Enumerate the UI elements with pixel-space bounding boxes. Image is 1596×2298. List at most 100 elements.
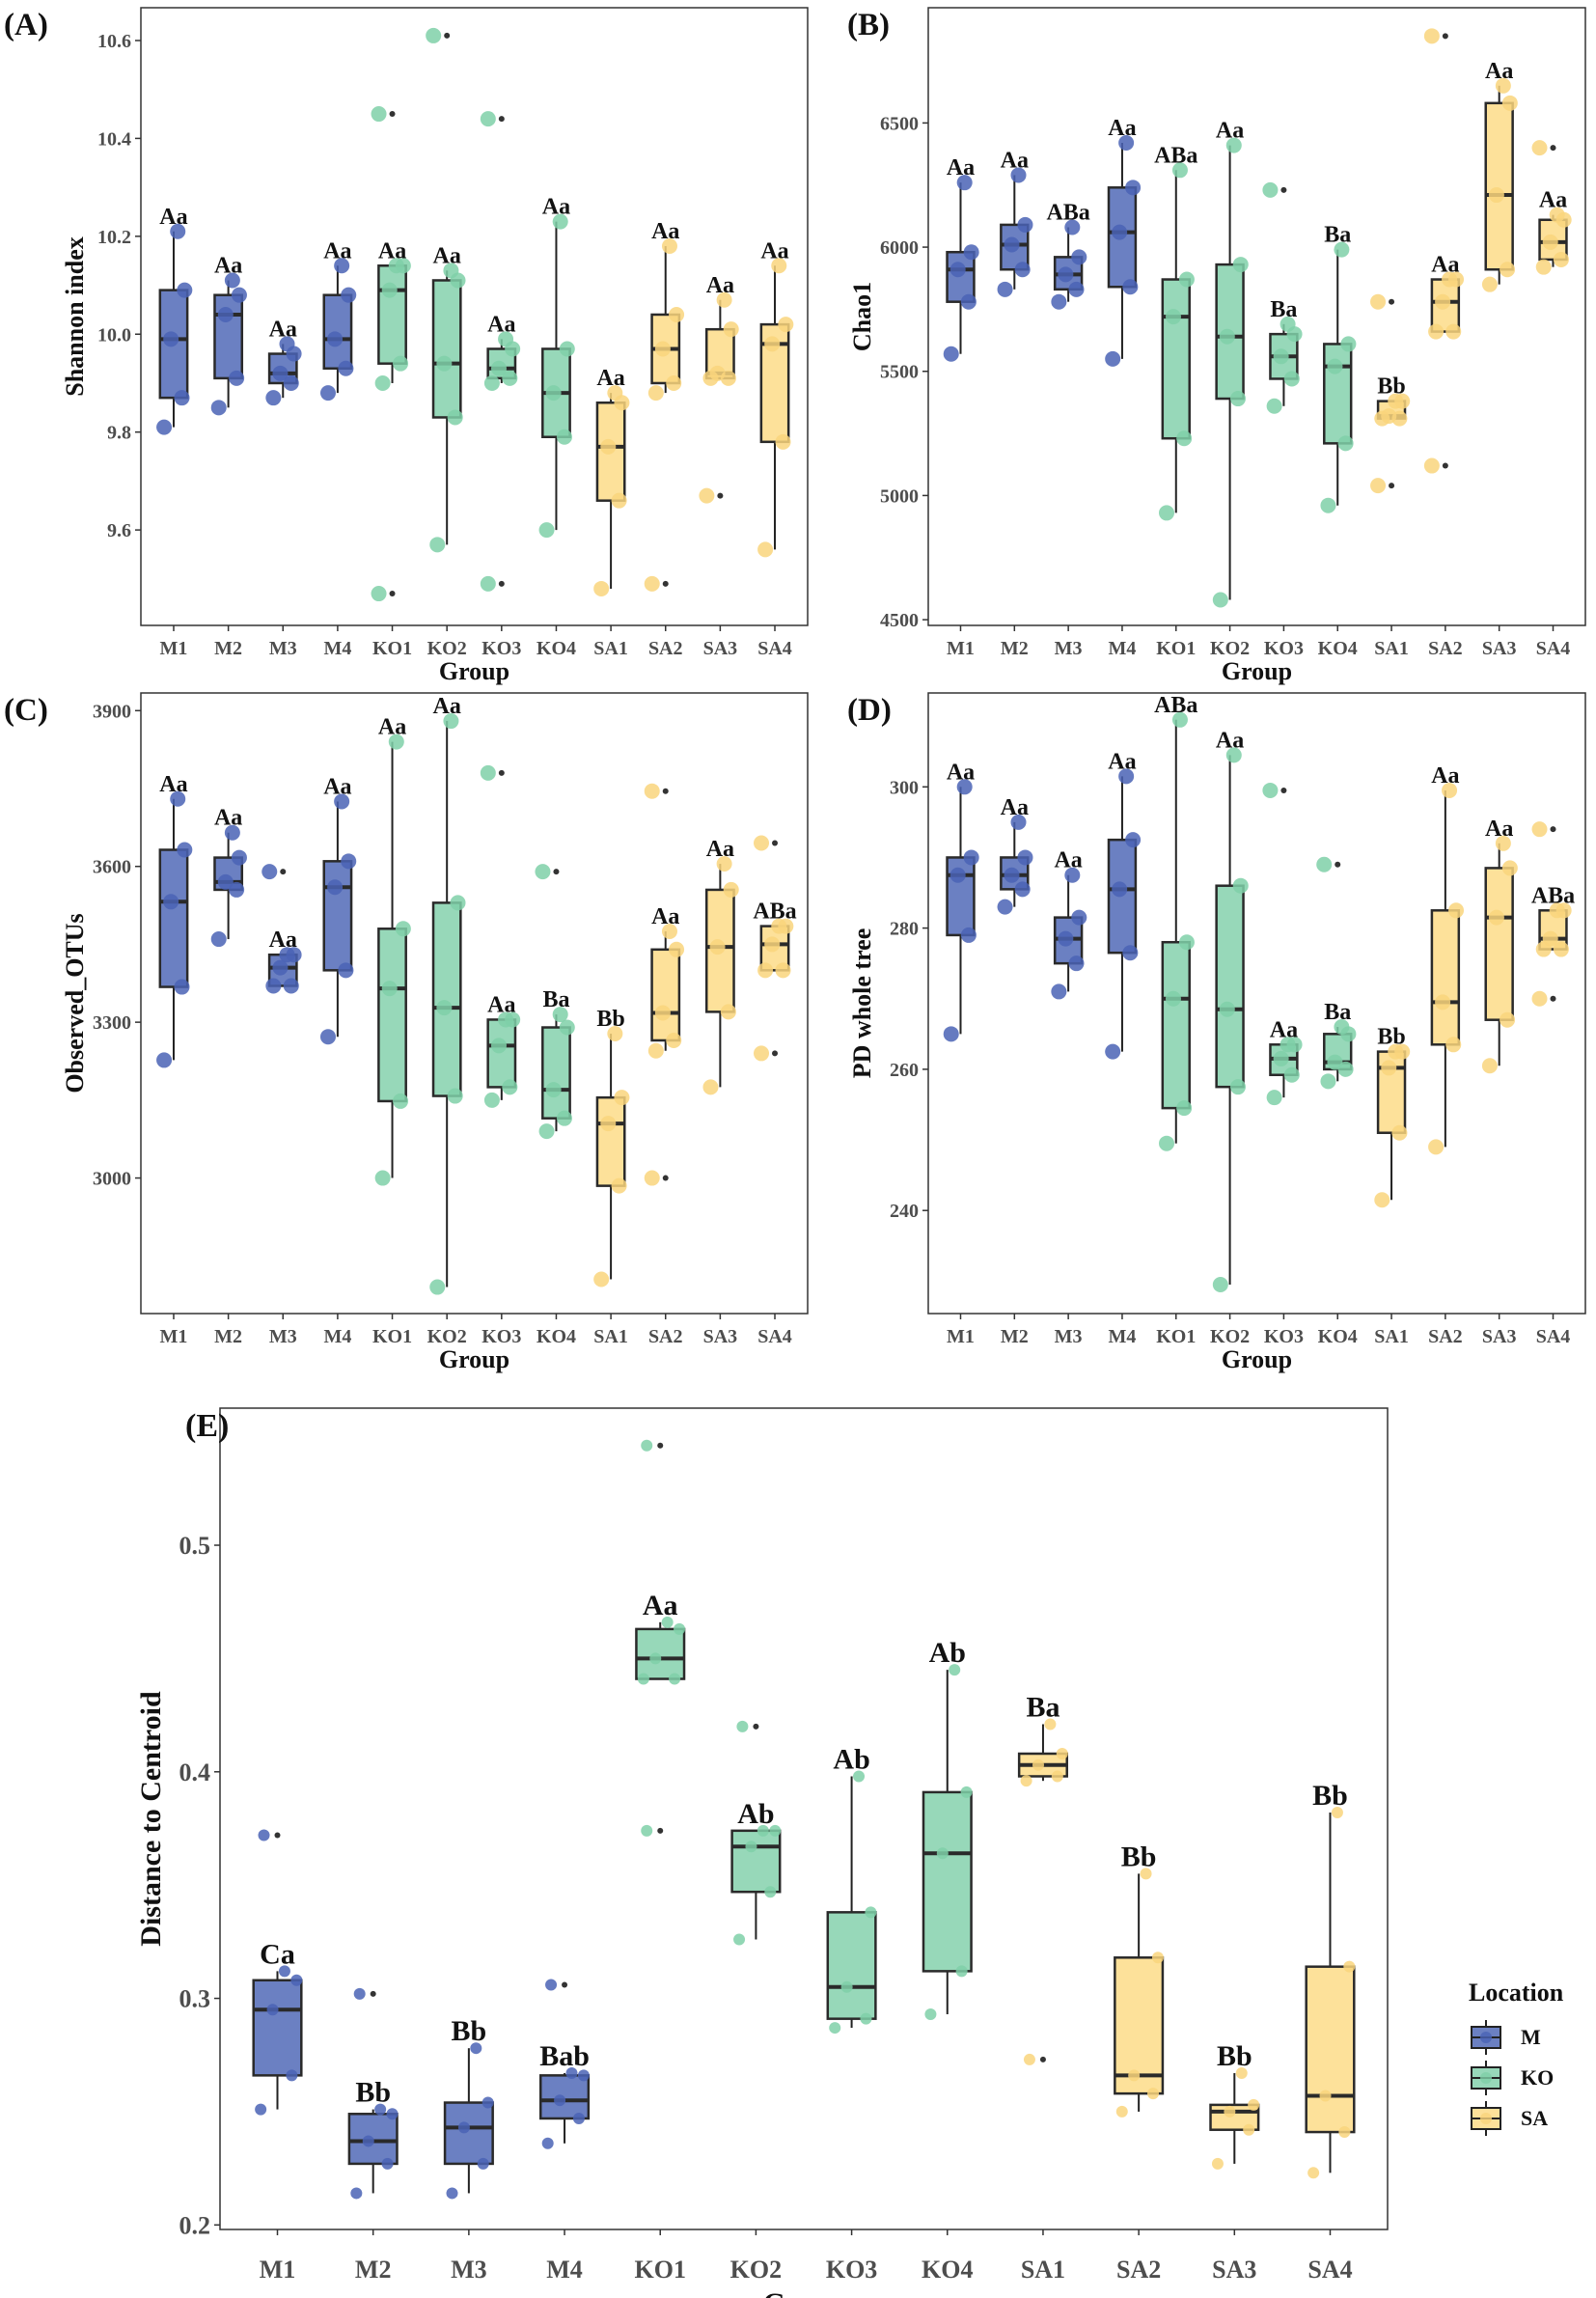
box-iqr <box>1161 278 1191 440</box>
data-point <box>666 1032 682 1048</box>
significance-label: Ba <box>1270 297 1297 322</box>
data-point <box>1165 990 1181 1007</box>
data-point <box>1056 1748 1068 1760</box>
box-sa3: SA3 Aa <box>702 273 739 659</box>
data-point <box>538 1123 555 1140</box>
data-point <box>1140 1868 1152 1880</box>
data-point <box>963 244 979 261</box>
data-point <box>374 1170 391 1186</box>
y-tick-label: 6000 <box>880 237 919 259</box>
data-point <box>572 2112 585 2124</box>
y-tick-label: 10.6 <box>97 31 131 52</box>
data-point <box>552 1007 568 1023</box>
outlier-marker <box>657 1827 664 1834</box>
data-point <box>174 390 190 406</box>
x-tick-label: SA4 <box>1307 2256 1352 2284</box>
box-m2: M2 Bb <box>347 2077 399 2284</box>
y-tick-label: 0.2 <box>179 2211 211 2239</box>
outlier-point <box>371 106 387 123</box>
data-point <box>1068 955 1085 972</box>
y-axis-title: Chao1 <box>848 282 876 351</box>
data-point <box>210 400 227 416</box>
data-point <box>1219 1001 1235 1017</box>
x-axis-title: Group <box>1222 657 1292 685</box>
box-sa4: SA4 Aa <box>1536 188 1572 659</box>
x-tick-label: M3 <box>1055 638 1083 659</box>
y-tick-label: 240 <box>890 1201 919 1222</box>
data-point <box>669 1673 681 1685</box>
box-sa1: SA1 Aa <box>593 366 630 659</box>
data-point <box>1159 1135 1175 1151</box>
x-tick-label: SA4 <box>1536 1326 1571 1347</box>
x-tick-label: SA4 <box>1536 638 1571 659</box>
data-point <box>1428 1139 1445 1155</box>
significance-label: Ca <box>260 1938 295 1970</box>
data-point <box>1320 497 1336 513</box>
y-tick-label: 10.0 <box>97 324 131 346</box>
plot-frame <box>219 1407 1389 2230</box>
outlier-marker <box>772 1050 779 1057</box>
box-sa1: SA1 Ba <box>1017 1691 1068 2284</box>
data-point <box>702 1079 719 1095</box>
significance-label: ABa <box>1531 883 1575 908</box>
data-point <box>775 962 791 979</box>
box-sa2: SA2 Aa <box>647 904 685 1347</box>
x-tick-label: KO4 <box>1318 638 1358 659</box>
significance-label: Bb <box>452 2015 487 2047</box>
significance-label: ABa <box>1046 200 1089 225</box>
significance-label: Aa <box>1485 817 1513 842</box>
x-axis-title: Group <box>439 1345 509 1373</box>
x-tick-label: M1 <box>160 638 188 659</box>
box-ko2: KO2 Aa <box>1210 119 1250 659</box>
box-ko2: KO2 Aa <box>1210 728 1250 1347</box>
box-iqr <box>377 928 407 1103</box>
data-point <box>600 438 617 455</box>
data-point <box>1495 835 1511 851</box>
outlier-marker <box>389 591 396 597</box>
data-point <box>1212 1277 1228 1293</box>
box-ko1: KO1 Aa <box>635 1590 686 2284</box>
data-point <box>1549 902 1565 919</box>
box-iqr <box>431 279 462 419</box>
y-tick-label: 5500 <box>880 362 919 383</box>
data-point <box>502 370 518 386</box>
data-point <box>1500 262 1516 278</box>
data-point <box>1448 902 1465 919</box>
x-tick-label: M2 <box>355 2256 392 2284</box>
outlier-point <box>353 1987 366 2000</box>
data-point <box>647 1042 664 1059</box>
data-point <box>1442 782 1458 798</box>
data-point <box>217 306 234 322</box>
data-point <box>1051 1770 1063 1783</box>
legend-label: SA <box>1521 2106 1549 2130</box>
box-ko3: KO3 Aa <box>482 312 521 659</box>
outlier-point <box>1370 478 1387 494</box>
significance-label: Bb <box>355 2077 391 2109</box>
data-point <box>1112 881 1128 898</box>
data-point <box>1171 711 1188 728</box>
data-point <box>1266 398 1282 414</box>
significance-label: Aa <box>706 837 734 862</box>
x-tick-label: KO4 <box>922 2256 973 2284</box>
data-point <box>483 374 500 391</box>
significance-label: Aa <box>1485 59 1513 84</box>
data-point <box>943 1026 959 1042</box>
x-tick-label: M4 <box>546 2256 583 2284</box>
significance-label: Bb <box>596 1007 624 1032</box>
data-point <box>1500 1011 1516 1028</box>
data-point <box>1388 393 1404 409</box>
legend-label: M <box>1521 2025 1541 2049</box>
data-point <box>229 370 245 386</box>
outlier-marker <box>1389 298 1395 305</box>
x-tick-label: M2 <box>214 638 242 659</box>
significance-label: Aa <box>651 219 679 244</box>
panel-d: (D) 240 260 280 300 PD whole tree Group M1 Aa M2 A… <box>847 692 1586 1373</box>
x-tick-label: SA4 <box>757 1326 792 1347</box>
outlier-marker <box>553 869 560 875</box>
box-sa2: SA2 Aa <box>647 219 685 659</box>
legend-item-m: M <box>1469 2017 1596 2058</box>
y-tick-label: 0.5 <box>179 1532 211 1560</box>
plot-frame <box>140 7 809 626</box>
box-m3: M3 Aa <box>265 317 302 659</box>
data-point <box>1147 2088 1160 2100</box>
